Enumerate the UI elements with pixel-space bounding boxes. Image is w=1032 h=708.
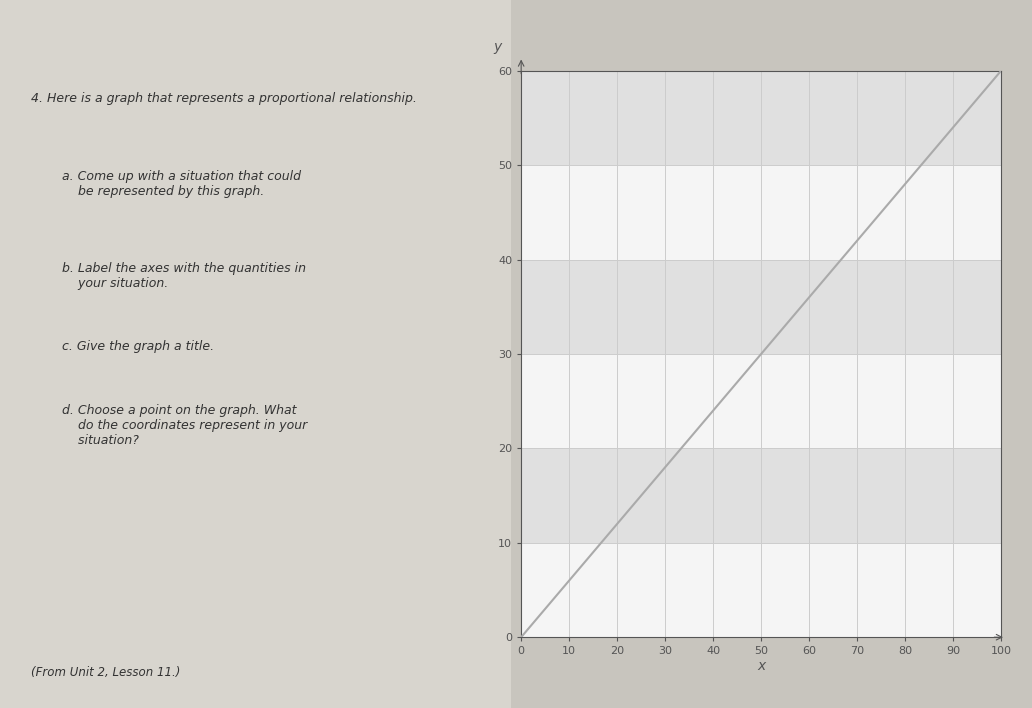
Bar — [521, 165, 1001, 260]
Text: 4. Here is a graph that represents a proportional relationship.: 4. Here is a graph that represents a pro… — [31, 92, 417, 105]
Text: (From Unit 2, Lesson 11.): (From Unit 2, Lesson 11.) — [31, 666, 181, 678]
Bar — [521, 71, 1001, 165]
Bar — [521, 354, 1001, 448]
Text: c. Give the graph a title.: c. Give the graph a title. — [62, 340, 214, 353]
Bar — [521, 543, 1001, 637]
Text: a. Come up with a situation that could
    be represented by this graph.: a. Come up with a situation that could b… — [62, 170, 301, 198]
Text: b. Label the axes with the quantities in
    your situation.: b. Label the axes with the quantities in… — [62, 262, 305, 290]
Text: d. Choose a point on the graph. What
    do the coordinates represent in your
  : d. Choose a point on the graph. What do … — [62, 404, 308, 447]
X-axis label: x: x — [757, 659, 765, 673]
Y-axis label: y: y — [493, 40, 502, 54]
Bar — [521, 260, 1001, 354]
Bar — [521, 448, 1001, 543]
